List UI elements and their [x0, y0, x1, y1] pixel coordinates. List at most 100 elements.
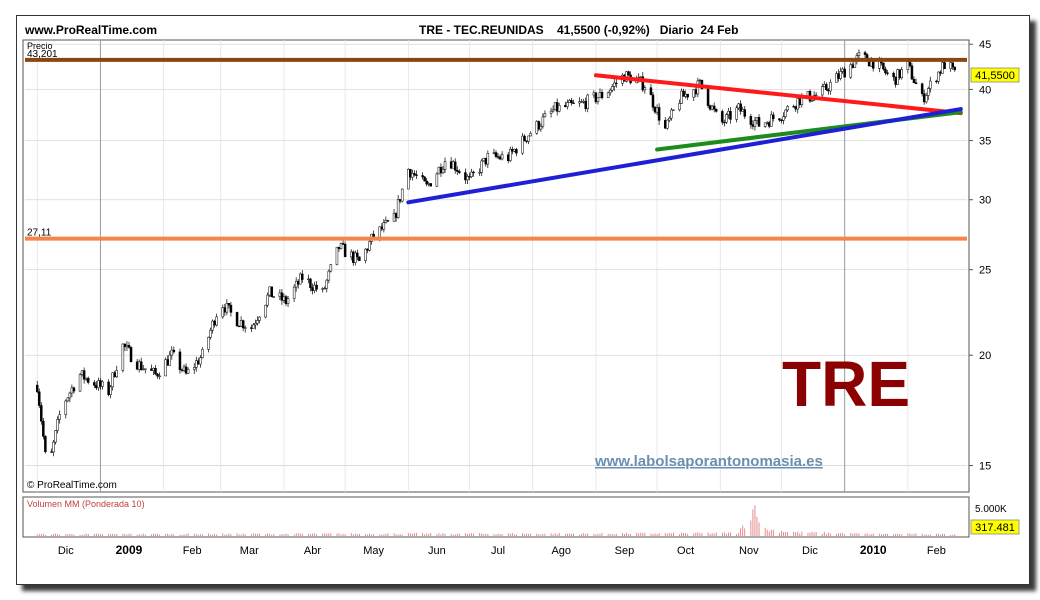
- candle-body: [386, 220, 390, 222]
- candle-body: [472, 171, 475, 174]
- candle-body: [341, 243, 345, 245]
- candle-body: [258, 316, 261, 321]
- candle-body: [663, 120, 667, 129]
- candle-body: [843, 68, 846, 78]
- volume-axis-label: 5.000K: [975, 504, 1007, 515]
- candle-body: [710, 105, 714, 110]
- candle-body: [256, 320, 259, 324]
- candle-body: [708, 105, 712, 110]
- candle-body: [755, 117, 759, 121]
- watermark-link[interactable]: www.labolsaporantonomasia.es: [594, 453, 823, 470]
- candle-body: [725, 114, 728, 123]
- candle-body: [820, 86, 824, 96]
- candle-body: [252, 324, 255, 329]
- candle-body: [154, 368, 157, 375]
- candle-body: [935, 80, 938, 83]
- x-tick-label: May: [363, 545, 384, 557]
- candle-body: [449, 161, 453, 169]
- candle-body: [525, 140, 528, 142]
- candle-body: [770, 114, 773, 127]
- candle-body: [237, 325, 241, 328]
- candle-body: [878, 60, 881, 69]
- x-tick-label: Dic: [58, 545, 74, 557]
- candle-body: [594, 92, 598, 103]
- x-tick-label: 2010: [860, 543, 887, 557]
- candle-body: [653, 107, 657, 113]
- candle-body: [425, 180, 428, 185]
- candle-body: [409, 169, 412, 178]
- candle-body: [529, 133, 532, 137]
- x-tick-label: Nov: [739, 545, 759, 557]
- candle-body: [727, 111, 730, 115]
- candle-body: [584, 101, 587, 109]
- candle-body: [924, 95, 928, 103]
- candle-body: [129, 347, 133, 363]
- candle-body: [380, 226, 384, 230]
- candle-body: [321, 288, 324, 290]
- candle-body: [657, 107, 661, 121]
- candle-body: [168, 354, 172, 366]
- candle-body: [784, 109, 787, 117]
- candle-body: [413, 173, 416, 176]
- candle-body: [684, 93, 687, 97]
- candle-body: [270, 286, 273, 298]
- candle-body: [896, 69, 899, 85]
- candle-body: [72, 387, 76, 392]
- candle-body: [99, 380, 102, 387]
- candle-body: [384, 220, 388, 223]
- candle-body: [443, 161, 447, 170]
- candle-body: [211, 320, 214, 331]
- chart-canvas: www.ProRealTime.com TRE - TEC.REUNIDAS 4…: [22, 23, 1020, 557]
- candle-body: [456, 169, 459, 172]
- candle-body: [486, 152, 490, 165]
- candle-body: [600, 91, 604, 98]
- candle-body: [235, 312, 239, 327]
- candle-body: [841, 68, 844, 72]
- candle-body: [358, 256, 361, 261]
- candle-body: [272, 296, 276, 298]
- x-tick-label: Dic: [802, 545, 818, 557]
- candle-body: [264, 304, 267, 318]
- candle-body: [435, 173, 439, 187]
- candle-body: [400, 188, 404, 202]
- candle-body: [201, 349, 204, 358]
- candle-body: [95, 385, 98, 389]
- candle-body: [382, 222, 386, 230]
- candle-body: [694, 89, 698, 95]
- candle-body: [823, 84, 826, 87]
- candle-body: [458, 171, 461, 173]
- candle-body: [827, 89, 830, 92]
- candle-body: [356, 252, 359, 258]
- candle-body: [553, 102, 557, 111]
- candle-body: [301, 273, 304, 280]
- candle-body: [266, 294, 269, 306]
- candle-body: [814, 94, 818, 97]
- candle-body: [137, 361, 141, 370]
- candle-body: [580, 101, 583, 103]
- candle-body: [299, 273, 302, 285]
- candle-body: [582, 101, 585, 103]
- candle-body: [70, 387, 74, 394]
- candle-body: [464, 172, 467, 181]
- candle-body: [763, 122, 767, 127]
- candle-body: [209, 329, 212, 338]
- candle-body: [52, 441, 55, 453]
- candle-body: [714, 108, 718, 112]
- candle-body: [292, 286, 296, 299]
- candle-body: [184, 366, 188, 374]
- candle-body: [315, 284, 318, 290]
- candle-body: [639, 76, 643, 78]
- volume-series: [36, 505, 956, 536]
- candle-body: [680, 90, 683, 104]
- candle-body: [900, 69, 904, 79]
- candle-body: [484, 157, 488, 165]
- candle-body: [506, 154, 510, 161]
- candle-body: [66, 397, 70, 402]
- candle-body: [914, 82, 918, 85]
- candle-body: [849, 64, 853, 78]
- candle-body: [156, 373, 159, 377]
- candle-body: [951, 62, 954, 68]
- y-tick-label: 20: [979, 350, 991, 362]
- candle-body: [325, 279, 329, 289]
- candle-body: [557, 105, 561, 112]
